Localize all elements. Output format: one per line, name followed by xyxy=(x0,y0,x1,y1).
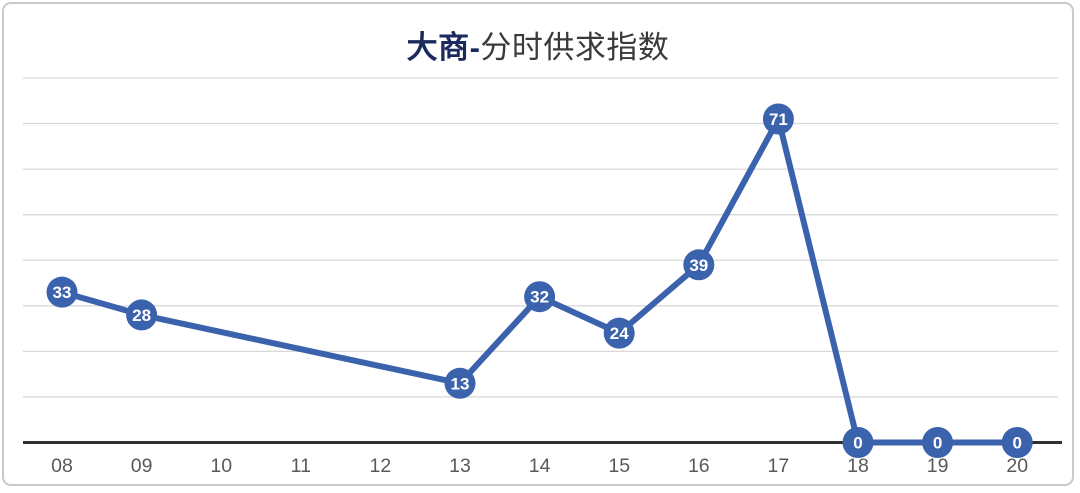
data-point-label: 71 xyxy=(769,110,788,129)
data-point-label: 0 xyxy=(853,434,862,453)
x-tick-label: 18 xyxy=(847,455,869,477)
chart-title: 大商-分时供求指数 xyxy=(4,28,1072,68)
chart-card: 大商-分时供求指数 xyxy=(2,2,1074,486)
x-tick-label: 13 xyxy=(449,455,471,477)
data-point-label: 33 xyxy=(53,283,72,302)
data-point-label: 28 xyxy=(132,306,151,325)
series-line xyxy=(59,116,1021,446)
x-tick-label: 08 xyxy=(51,455,73,477)
data-point-marker xyxy=(842,427,874,458)
data-point-marker xyxy=(126,299,158,331)
x-tick-label: 20 xyxy=(1006,455,1028,477)
x-tick-label: 15 xyxy=(608,455,630,477)
x-tick-label: 14 xyxy=(529,455,551,477)
data-point-marker xyxy=(1001,427,1033,458)
data-point-label: 13 xyxy=(451,374,470,393)
x-tick-label: 11 xyxy=(291,455,311,477)
data-point-marker xyxy=(683,249,715,281)
data-point-marker xyxy=(922,427,954,458)
data-point-marker xyxy=(524,281,556,313)
data-point-marker xyxy=(46,276,78,308)
chart-title-suffix: 分时供求指数 xyxy=(480,30,670,65)
x-tick-label: 09 xyxy=(131,455,153,477)
data-point-label: 39 xyxy=(689,256,708,275)
x-tick-label: 10 xyxy=(210,455,232,477)
chart-title-prefix: 大商- xyxy=(406,30,481,65)
data-point-marker xyxy=(444,367,476,399)
x-tick-label: 16 xyxy=(688,455,710,477)
data-point-label: 0 xyxy=(1012,434,1021,453)
x-tick-label: 19 xyxy=(927,455,949,477)
data-point-label: 32 xyxy=(530,288,549,307)
data-point-label: 0 xyxy=(933,434,942,453)
x-tick-label: 12 xyxy=(370,455,392,477)
data-point-label: 24 xyxy=(610,324,629,343)
data-point-marker xyxy=(603,317,635,349)
data-point-marker xyxy=(762,103,794,135)
x-tick-label: 17 xyxy=(768,455,790,477)
